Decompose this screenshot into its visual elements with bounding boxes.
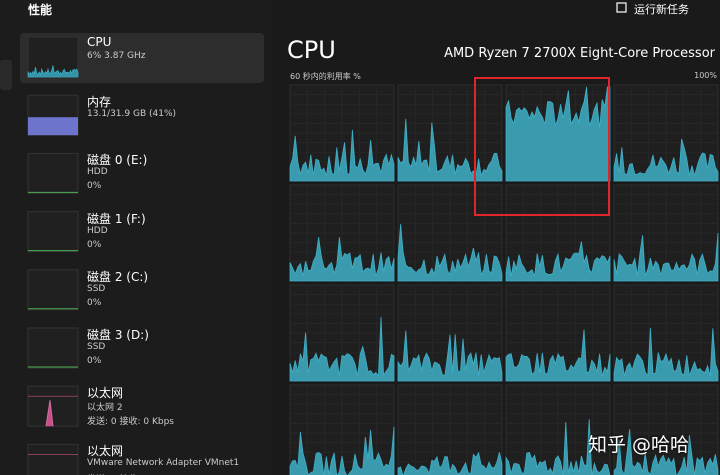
core-graph [397, 224, 503, 282]
item-detail: 发送: 0 接收: 0 Kbps [87, 417, 174, 428]
item-detail: 13.1/31.9 GB (41%) [87, 109, 177, 120]
core-graph [289, 426, 395, 475]
item-name: CPU [87, 35, 112, 49]
thumbnail [27, 443, 79, 475]
thumbnail [27, 327, 79, 369]
core-graph [397, 330, 503, 382]
graph-label: 60 秒内的利用率 % [290, 72, 361, 81]
item-name: 以太网 [87, 444, 124, 459]
item-name: 以太网 [87, 386, 124, 401]
new-task-icon[interactable] [616, 2, 627, 13]
item-detail: 6% 3.87 GHz [87, 51, 146, 61]
core-graph [613, 138, 719, 182]
item-detail: HDD [87, 167, 108, 178]
core-graph [289, 316, 395, 382]
core-graph [613, 327, 719, 382]
item-detail: SSD [87, 283, 106, 294]
core-graph [505, 86, 611, 182]
item-detail: 0% [87, 239, 102, 250]
item-detail: SSD [87, 342, 106, 352]
item-detail: 0% [87, 297, 102, 308]
item-detail: HDD [87, 225, 108, 236]
graph-max: 100% [694, 71, 717, 80]
core-graph [397, 118, 503, 182]
thumbnail [27, 152, 79, 194]
highlight-box [474, 77, 610, 216]
item-name: 磁盘 1 (F:) [87, 211, 146, 226]
watermark: 知乎 @哈哈 [588, 434, 690, 456]
core-graph [613, 429, 719, 475]
nav-tab [0, 60, 12, 90]
item-name: 磁盘 2 (C:) [87, 269, 149, 284]
thumbnail [27, 211, 79, 253]
thumbnail [27, 385, 79, 427]
item-detail: VMware Network Adapter VMnet1 [87, 458, 240, 469]
selected-item-bg [20, 33, 264, 83]
core-graph [289, 237, 395, 282]
item-name: 磁盘 0 (E:) [87, 153, 148, 168]
item-name: 磁盘 3 (D:) [87, 328, 149, 342]
core-graph [289, 129, 395, 182]
thumbnail-graph [27, 65, 79, 78]
core-graph [613, 232, 719, 282]
item-detail: 以太网 2 [87, 403, 123, 414]
processor-name: AMD Ryzen 7 2700X Eight-Core Processor [444, 46, 715, 61]
core-graph [397, 451, 503, 475]
core-graph [505, 419, 611, 475]
item-detail: 0% [87, 181, 102, 192]
item-name: 内存 [87, 95, 112, 110]
page-title: 性能 [28, 3, 53, 17]
run-new-task[interactable]: 运行新任务 [634, 3, 689, 16]
thumbnail [27, 269, 79, 311]
item-detail: 0% [87, 356, 102, 366]
core-graph [505, 241, 611, 282]
main-title: CPU [287, 36, 336, 64]
core-graph [505, 329, 611, 382]
thumbnail-graph [45, 400, 54, 427]
thumbnail-graph [28, 117, 78, 136]
